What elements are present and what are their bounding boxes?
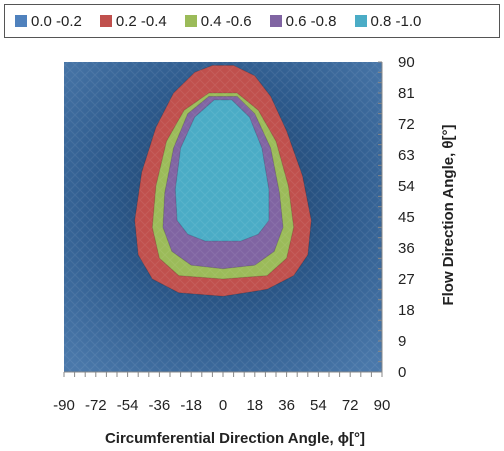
- legend-label: 0.0 -0.2: [31, 12, 82, 30]
- legend-item: 0.2 -0.4: [99, 12, 167, 30]
- x-tick-label: -36: [149, 397, 171, 414]
- y-tick-label: 45: [398, 209, 415, 226]
- y-tick-label: 27: [398, 271, 415, 288]
- x-tick-label: 36: [278, 397, 295, 414]
- x-tick-label: 90: [374, 397, 391, 414]
- legend-item: 0.4 -0.6: [184, 12, 252, 30]
- x-tick-label: -72: [85, 397, 107, 414]
- legend-swatch: [15, 15, 27, 27]
- legend-swatch: [354, 15, 367, 27]
- y-tick-label: 36: [398, 240, 415, 257]
- y-tick-label: 90: [398, 54, 415, 71]
- x-tick-label: -90: [53, 397, 75, 414]
- y-tick-label: 81: [398, 85, 415, 102]
- legend-swatch: [184, 15, 197, 27]
- y-tick-label: 72: [398, 116, 415, 133]
- legend-item: 0.6 -0.8: [269, 12, 337, 30]
- y-tick-label: 9: [398, 333, 406, 350]
- y-tick-label: 63: [398, 147, 415, 164]
- x-tick-label: 18: [246, 397, 263, 414]
- x-tick-label: 0: [219, 397, 227, 414]
- x-tick-label: -18: [180, 397, 202, 414]
- legend-item: 0.8 -1.0: [354, 12, 422, 30]
- x-axis-title: Circumferential Direction Angle, ϕ[°]: [105, 430, 365, 447]
- x-tick-label: 54: [310, 397, 327, 414]
- legend-swatch: [99, 15, 112, 27]
- legend-swatch: [269, 15, 282, 27]
- legend: 0.0 -0.2 0.2 -0.4 0.4 -0.6 0.6 -0.8 0.8 -1.0: [4, 4, 500, 38]
- y-tick-label: 18: [398, 302, 415, 319]
- legend-item: 0.0 -0.2: [15, 13, 82, 30]
- legend-label: 0.2 -0.4: [115, 12, 167, 30]
- legend-label: 0.6 -0.8: [285, 12, 337, 30]
- x-tick-label: -54: [117, 397, 139, 414]
- legend-label: 0.4 -0.6: [200, 12, 252, 30]
- y-tick-label: 54: [398, 178, 415, 195]
- y-axis-title: Flow Direction Angle, θ[°]: [440, 124, 457, 305]
- y-tick-label: 0: [398, 364, 406, 381]
- legend-label: 0.8 -1.0: [370, 12, 422, 30]
- x-tick-label: 72: [342, 397, 359, 414]
